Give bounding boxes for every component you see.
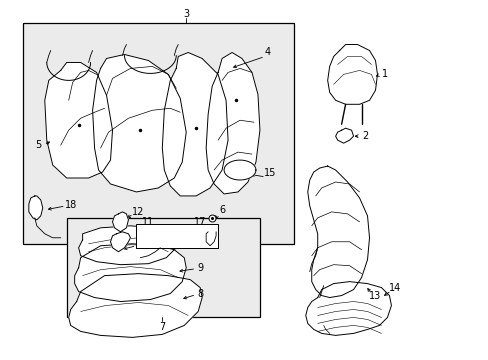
Polygon shape [75,244,186,302]
Text: 3: 3 [183,9,189,19]
Text: 1: 1 [382,69,388,80]
Text: 5: 5 [36,140,42,150]
Polygon shape [112,212,128,232]
Polygon shape [110,232,130,252]
Text: 9: 9 [197,263,203,273]
Text: 12: 12 [132,207,144,217]
Text: 4: 4 [264,48,270,58]
Polygon shape [45,62,112,178]
Text: 16: 16 [169,225,181,235]
Polygon shape [305,282,390,336]
Polygon shape [29,196,42,220]
Text: 8: 8 [197,289,203,298]
Bar [136,224,218,248]
Polygon shape [206,53,260,194]
Polygon shape [68,274,202,337]
Text: 11: 11 [142,217,154,227]
Bar [66,218,260,318]
Text: 2: 2 [362,131,368,141]
Polygon shape [335,128,353,143]
Text: 18: 18 [64,200,77,210]
Polygon shape [224,160,255,180]
Polygon shape [162,53,227,196]
Text: 7: 7 [159,323,165,332]
Polygon shape [79,226,178,265]
Polygon shape [92,54,186,192]
Text: 15: 15 [263,168,276,178]
Bar [23,23,293,244]
Polygon shape [307,166,369,298]
Text: 17: 17 [194,217,206,227]
Polygon shape [327,45,377,104]
Text: 14: 14 [388,283,401,293]
Text: 6: 6 [219,205,224,215]
Text: 13: 13 [368,291,381,301]
Text: 10: 10 [192,239,204,249]
